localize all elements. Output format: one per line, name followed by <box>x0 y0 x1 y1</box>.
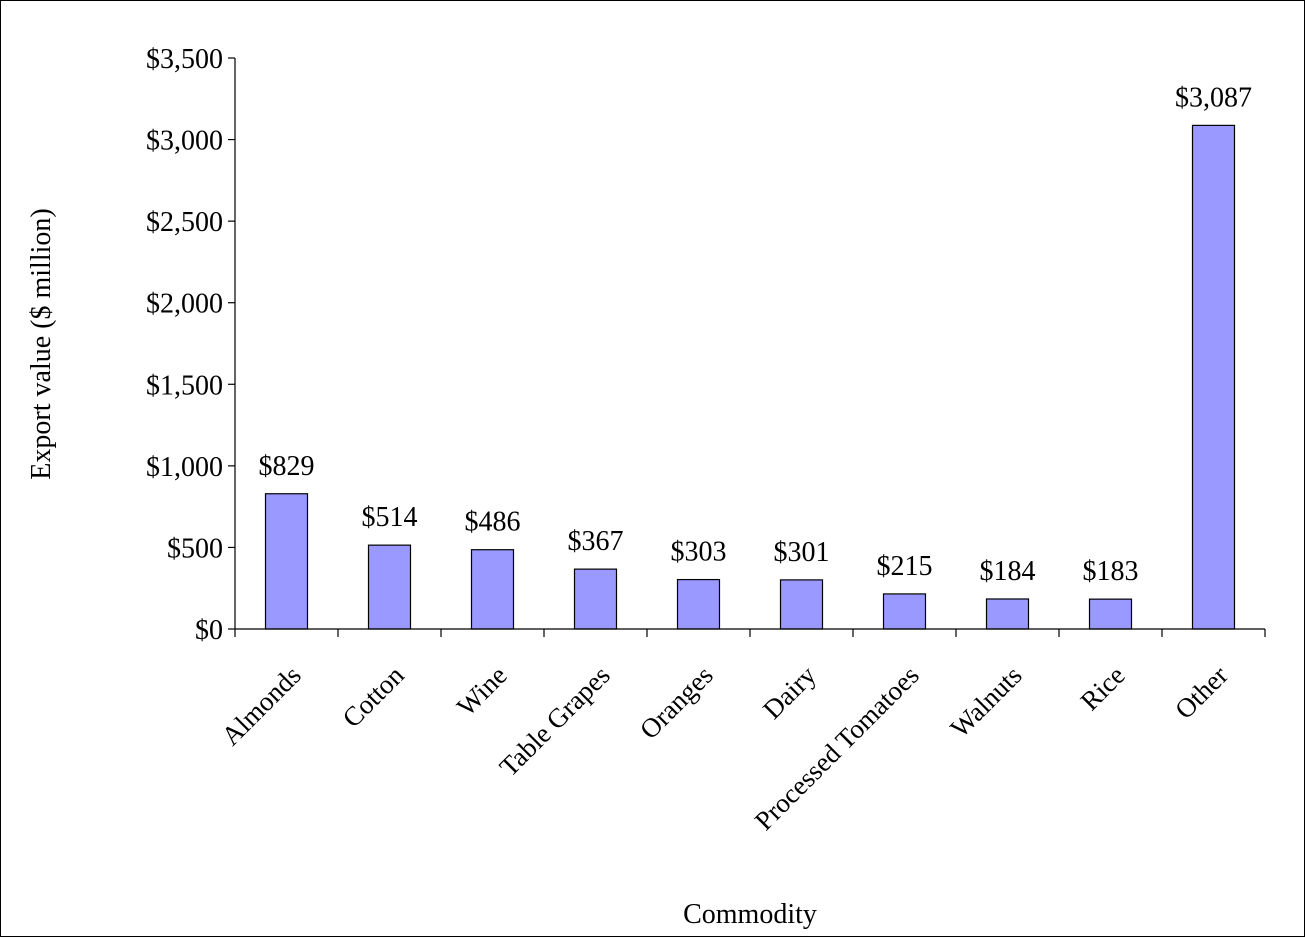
bar-almonds <box>264 493 309 630</box>
bars-group <box>264 124 1236 630</box>
bar-cotton <box>367 544 412 630</box>
bar-wine <box>470 549 515 630</box>
y-tick-label: $3,000 <box>146 126 223 157</box>
y-tick-label: $2,000 <box>146 289 223 320</box>
y-tick-label: $500 <box>167 533 223 564</box>
category-label: Table Grapes <box>494 660 616 782</box>
bar-rice <box>1088 598 1133 630</box>
category-label: Other <box>1169 660 1234 725</box>
data-label: $3,087 <box>1175 82 1252 113</box>
data-label: $367 <box>568 526 624 557</box>
data-label: $301 <box>774 537 830 568</box>
category-label: Wine <box>451 660 513 722</box>
y-tick-label: $3,500 <box>146 44 223 75</box>
y-tick-label: $2,500 <box>146 207 223 238</box>
data-label: $829 <box>259 451 315 482</box>
data-label: $303 <box>671 537 727 568</box>
y-tick-label: $1,000 <box>146 452 223 483</box>
bar-walnuts <box>985 598 1030 630</box>
labels-group: $829 Almonds $514 Cotton $486 Wine $367 Table G… <box>146 44 1252 836</box>
category-label: Walnuts <box>944 660 1027 743</box>
y-tick-label: $1,500 <box>146 370 223 401</box>
bar-oranges <box>676 578 721 630</box>
axes-group <box>228 57 1266 637</box>
category-label: Dairy <box>757 660 822 725</box>
bar-dairy <box>779 579 824 630</box>
bar-other <box>1191 124 1236 630</box>
x-axis-title: Commodity <box>683 899 817 930</box>
data-label: $514 <box>362 502 418 533</box>
y-axis-title: Export value ($ million) <box>26 208 57 479</box>
category-label: Oranges <box>634 660 719 745</box>
y-tick-label: $0 <box>195 615 223 646</box>
category-label: Almonds <box>216 660 307 751</box>
data-label: $486 <box>465 507 521 538</box>
bar-table-grapes <box>573 568 618 630</box>
data-label: $215 <box>877 551 933 582</box>
bar-processed-tomatoes <box>882 593 927 630</box>
category-label: Rice <box>1075 660 1131 716</box>
data-label: $184 <box>980 556 1036 587</box>
data-label: $183 <box>1083 556 1139 587</box>
category-label: Cotton <box>337 660 411 734</box>
